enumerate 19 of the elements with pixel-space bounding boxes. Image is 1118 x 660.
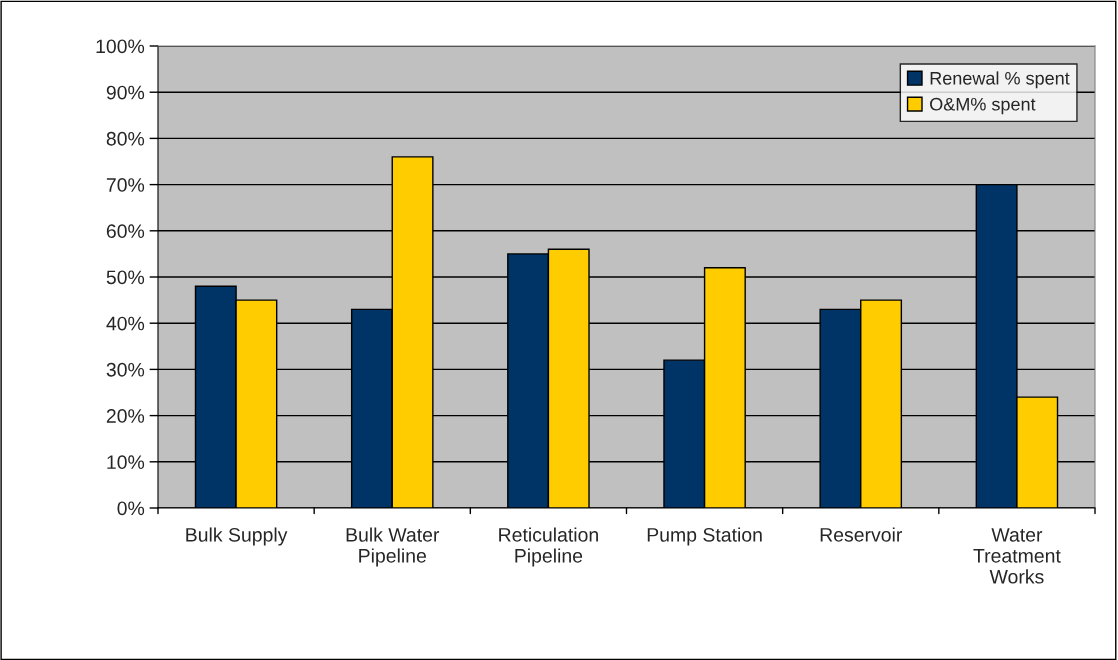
x-tick-label: Reticulation Pipeline: [499, 527, 598, 567]
y-tick-label: 80%: [106, 131, 145, 146]
y-tick-label: 70%: [106, 178, 145, 192]
y-tick-label: 20%: [106, 409, 145, 423]
y-tick-label: 10%: [107, 455, 145, 470]
x-tick-label: Water Treatment Works: [973, 528, 1061, 584]
x-tick-label: Bulk Water Pipeline: [346, 527, 440, 567]
legend-label: Renewal % spent: [930, 71, 1070, 89]
y-tick-label: 50%: [106, 270, 145, 285]
y-tick-label: 60%: [106, 224, 145, 239]
y-tick-label: 90%: [106, 85, 145, 100]
y-tick-label: 100%: [96, 39, 145, 54]
y-tick-label: 0%: [117, 501, 145, 516]
legend-label: O&M% spent: [930, 97, 1036, 115]
x-tick-label: Pump Station: [647, 527, 762, 546]
x-tick-label: Reservoir: [820, 527, 903, 542]
x-tick-label: Bulk Supply: [186, 527, 288, 546]
y-tick-label: 40%: [106, 316, 145, 331]
y-tick-label: 30%: [106, 362, 145, 377]
